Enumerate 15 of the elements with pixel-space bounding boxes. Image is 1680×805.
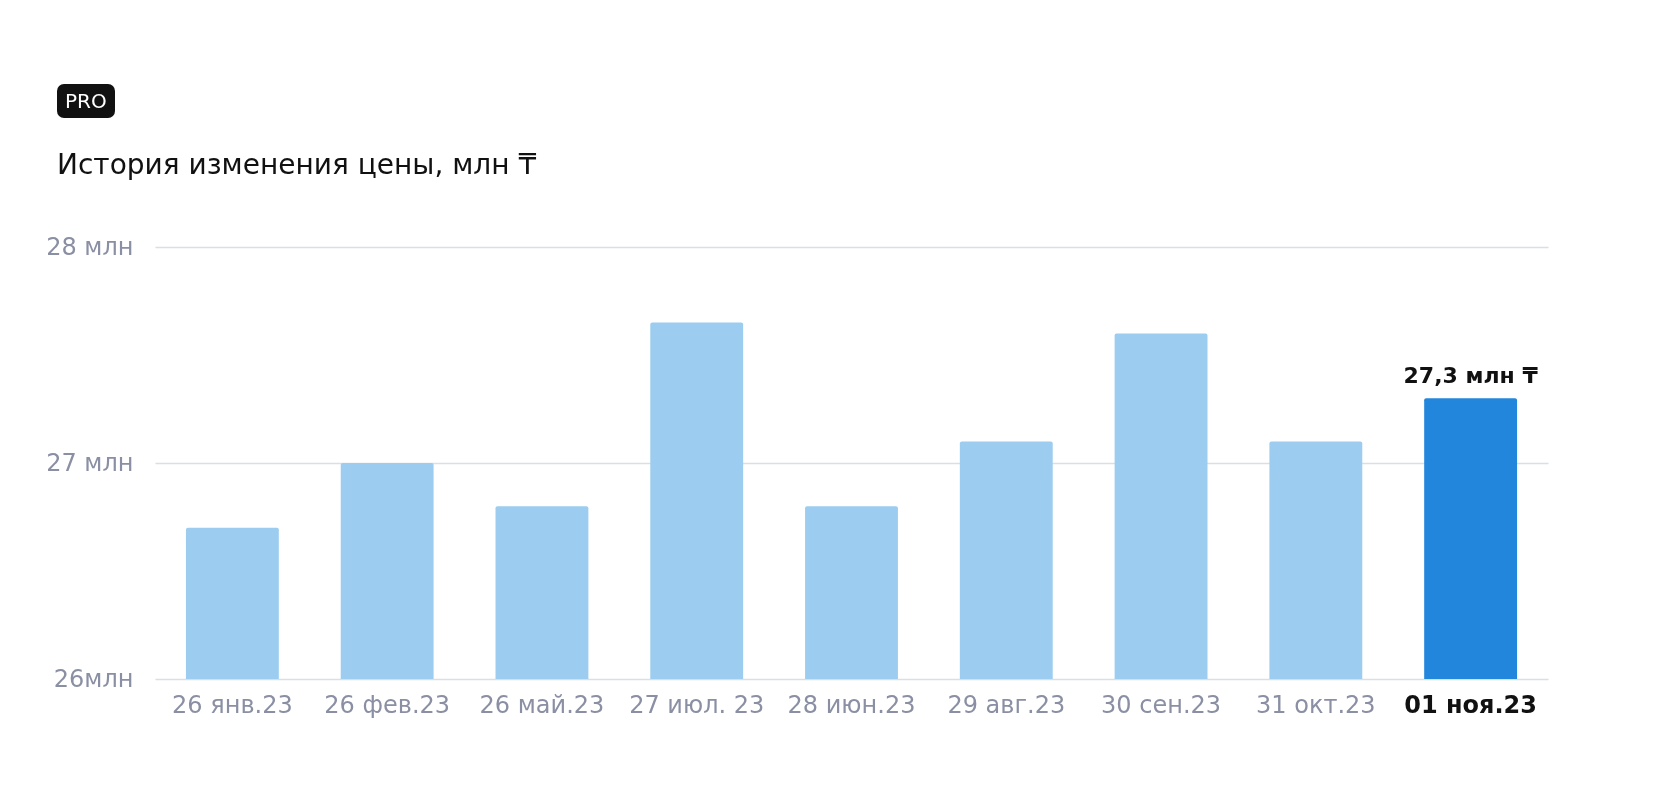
y-tick-label: 26млн: [53, 664, 134, 693]
x-tick-label: 01 ноя.23: [1404, 690, 1537, 719]
x-tick-label: 26 май.23: [479, 690, 605, 719]
x-tick-label: 27 июл. 23: [629, 690, 765, 719]
y-tick-label: 28 млн: [46, 232, 134, 261]
text: PRO: [57, 84, 115, 118]
data-label: 27,3 млн ₸: [1403, 363, 1539, 389]
x-tick-label: 31 окт.23: [1256, 690, 1376, 719]
x-tick-label: 26 фев.23: [324, 690, 451, 719]
chart-title: История изменения цены, млн ₸: [57, 148, 537, 181]
x-tick-label: 29 авг.23: [947, 690, 1066, 719]
x-tick-label: 26 янв.23: [172, 690, 293, 719]
x-tick-label: 30 сен.23: [1101, 690, 1222, 719]
y-tick-label: 27 млн: [46, 448, 134, 477]
x-tick-label: 28 июн.23: [787, 690, 916, 719]
